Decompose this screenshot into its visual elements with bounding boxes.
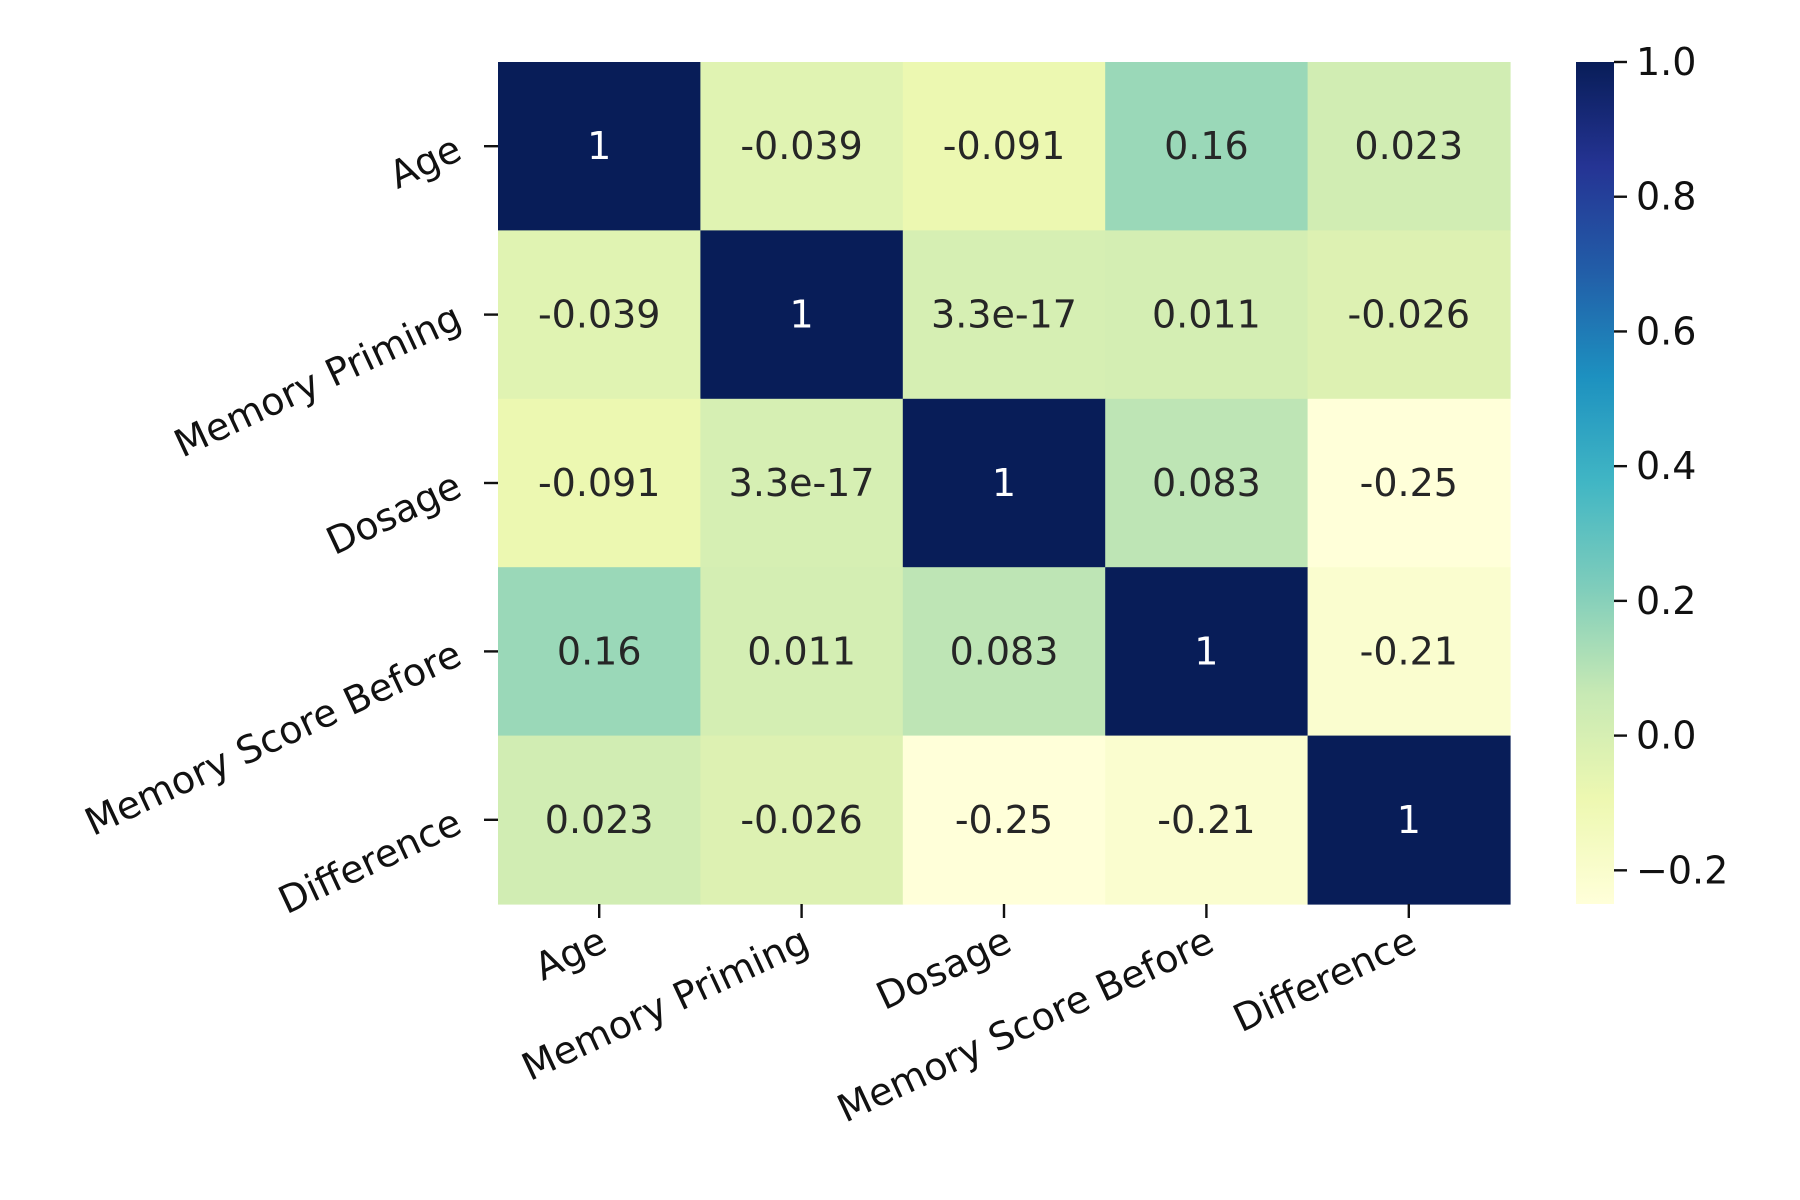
cell-value-label: 0.083 [1152,461,1261,505]
heatmap-cell [498,735,701,905]
cell-value-label: -0.026 [1348,293,1471,337]
colorbar-tick-label: −0.2 [1636,848,1728,892]
cell-value-label: -0.25 [955,798,1053,842]
heatmap-cell [1105,398,1309,568]
heatmap-cell [902,62,1106,231]
colorbar-tick-label: 0.4 [1636,444,1696,488]
heatmap-cell [1105,230,1309,400]
cell-value-label: 0.16 [557,629,642,673]
heatmap-cell [902,230,1106,400]
heatmap-cell [1307,735,1511,905]
heatmap-cell [700,398,904,568]
colorbar-tick-label: 1.0 [1636,40,1696,84]
heatmap-cell [1105,735,1309,905]
heatmap-cell [1105,62,1309,231]
heatmap-cell [498,62,701,231]
colorbar-tick-label: 0.6 [1636,309,1696,353]
heatmap-cell [700,567,904,737]
cell-value-label: -0.091 [538,461,661,505]
heatmap-cell [700,230,904,400]
heatmap-cell [902,398,1106,568]
cell-value-label: 3.3e-17 [729,461,875,505]
colorbar-tick-label: 0.2 [1636,579,1696,623]
cell-value-label: 1 [790,293,814,337]
heatmap-cell [498,398,701,568]
cell-value-label: 0.011 [747,629,856,673]
heatmap-cell-labels: 1 -0.039 -0.091 0.16 0.023 -0.039 1 3.3e-17 0.01… [538,124,1470,842]
y-tick-label: Dosage [320,463,468,563]
y-tick-label: Age [383,126,468,197]
colorbar-tick-label: 0.0 [1636,714,1696,758]
x-tick-label: Dosage [870,918,1018,1018]
heatmap-cell [1307,398,1511,568]
cell-value-label: -0.25 [1360,461,1458,505]
cell-value-label: -0.091 [943,124,1066,168]
cell-value-label: 3.3e-17 [931,293,1077,337]
heatmap-cell [1105,567,1309,737]
y-tick-label: Difference [272,800,468,923]
cell-value-label: -0.21 [1360,629,1458,673]
heatmap-cells [498,62,1511,905]
cell-value-label: 0.023 [545,798,654,842]
colorbar: 1.0 0.8 0.6 0.4 0.2 0.0 −0.2 [1576,40,1728,904]
cell-value-label: -0.039 [538,293,661,337]
x-tick-label: Memory Score Before [831,918,1221,1131]
x-tick-label: Age [528,918,613,989]
heatmap-cell [1307,567,1511,737]
cell-value-label: 0.083 [950,629,1059,673]
cell-value-label: 0.011 [1152,293,1261,337]
cell-value-label: 1 [1194,629,1218,673]
colorbar-tick-label: 0.8 [1636,175,1696,219]
y-tick-label: Memory Priming [168,295,468,466]
x-tick-label: Difference [1226,918,1422,1041]
cell-value-label: 1 [1397,798,1421,842]
heatmap-cell [1307,62,1511,231]
cell-value-label: 1 [587,124,611,168]
cell-value-label: 0.023 [1354,124,1463,168]
cell-value-label: 1 [992,461,1016,505]
heatmap-cell [902,567,1106,737]
heatmap-cell [1307,230,1511,400]
y-tick-label: Memory Score Before [78,632,468,845]
heatmap-cell [700,62,904,231]
cell-value-label: -0.039 [740,124,863,168]
cell-value-label: -0.21 [1157,798,1255,842]
colorbar-gradient [1576,62,1614,904]
heatmap-cell [498,230,701,400]
cell-value-label: -0.026 [740,798,863,842]
heatmap-cell [700,735,904,905]
heatmap-cell [498,567,701,737]
cell-value-label: 0.16 [1164,124,1249,168]
heatmap-cell [902,735,1106,905]
